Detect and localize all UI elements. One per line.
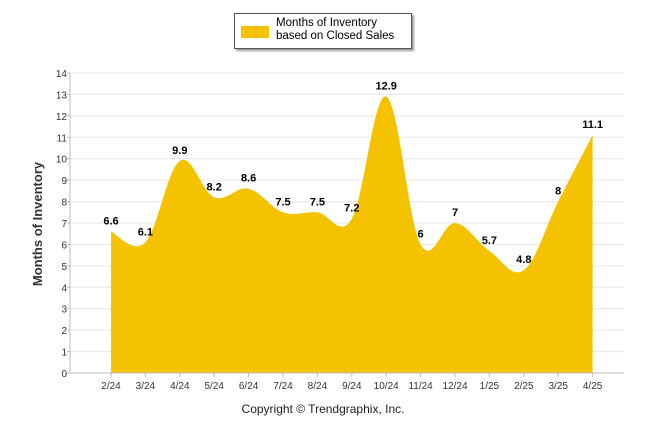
data-label: 6 <box>418 228 424 240</box>
x-tick-label: 7/24 <box>273 381 293 392</box>
x-tick-label: 2/24 <box>101 381 121 392</box>
y-tick-label: 8 <box>61 198 67 209</box>
x-tick-label: 2/25 <box>514 381 534 392</box>
data-label: 9.9 <box>172 145 187 157</box>
data-label: 11.1 <box>582 119 603 131</box>
y-tick-label: 2 <box>61 326 67 337</box>
data-label: 8.2 <box>207 181 222 193</box>
y-tick-label: 3 <box>61 305 67 316</box>
area-series <box>111 96 593 373</box>
y-tick-label: 5 <box>61 262 67 273</box>
x-tick-label: 8/24 <box>308 381 328 392</box>
y-tick-label: 0 <box>61 369 67 380</box>
y-tick-label: 10 <box>56 155 68 166</box>
data-label: 7.5 <box>275 196 290 208</box>
x-tick-label: 4/25 <box>583 381 603 392</box>
y-tick-label: 9 <box>61 176 67 187</box>
data-labels: 6.6 6.1 9.9 8.2 8.6 7.5 7.5 7.2 12.9 6 7 5.7 4.8 8 11.… <box>103 81 603 267</box>
copyright-text: Copyright © Trendgraphix, Inc. <box>241 402 405 416</box>
x-tick-label: 1/25 <box>480 381 500 392</box>
x-tick-label: 9/24 <box>342 381 362 392</box>
y-tick-label: 1 <box>61 348 67 359</box>
y-tick-label: 14 <box>56 69 68 80</box>
x-tick-label: 12/24 <box>442 381 467 392</box>
data-label: 4.8 <box>516 254 531 266</box>
data-label: 6.6 <box>103 216 118 228</box>
axes <box>67 72 624 377</box>
x-tick-label: 10/24 <box>374 381 399 392</box>
y-tick-label: 13 <box>56 90 68 101</box>
legend-label: Months of Inventory based on Closed Sale… <box>276 17 395 42</box>
x-tick-label: 5/24 <box>204 381 224 392</box>
data-label: 6.1 <box>138 226 153 238</box>
data-label: 7.5 <box>310 196 325 208</box>
data-label: 7 <box>452 207 458 219</box>
data-label: 8.6 <box>241 173 256 185</box>
y-tick-label: 4 <box>61 283 67 294</box>
data-label: 12.9 <box>375 81 396 93</box>
y-tick-label: 7 <box>61 219 67 230</box>
y-tick-label: 11 <box>57 133 68 144</box>
data-label: 7.2 <box>344 203 359 215</box>
legend: Months of Inventory based on Closed Sale… <box>234 13 412 49</box>
y-axis-label: Months of Inventory <box>30 161 45 286</box>
x-tick-label: 3/24 <box>136 381 156 392</box>
x-tick-label: 4/24 <box>170 381 190 392</box>
x-tick-label: 11/24 <box>408 381 433 392</box>
x-tick-label: 3/25 <box>548 381 568 392</box>
data-label: 8 <box>555 186 561 198</box>
y-tick-label: 6 <box>61 240 67 251</box>
y-tick-label: 12 <box>56 112 68 123</box>
x-tick-label: 6/24 <box>239 381 259 392</box>
legend-swatch <box>241 26 269 38</box>
area-fill <box>111 96 593 373</box>
data-label: 5.7 <box>482 235 497 247</box>
x-tick-labels: 2/24 3/24 4/24 5/24 6/24 7/24 8/24 9/24 10/24 11/… <box>101 381 603 392</box>
